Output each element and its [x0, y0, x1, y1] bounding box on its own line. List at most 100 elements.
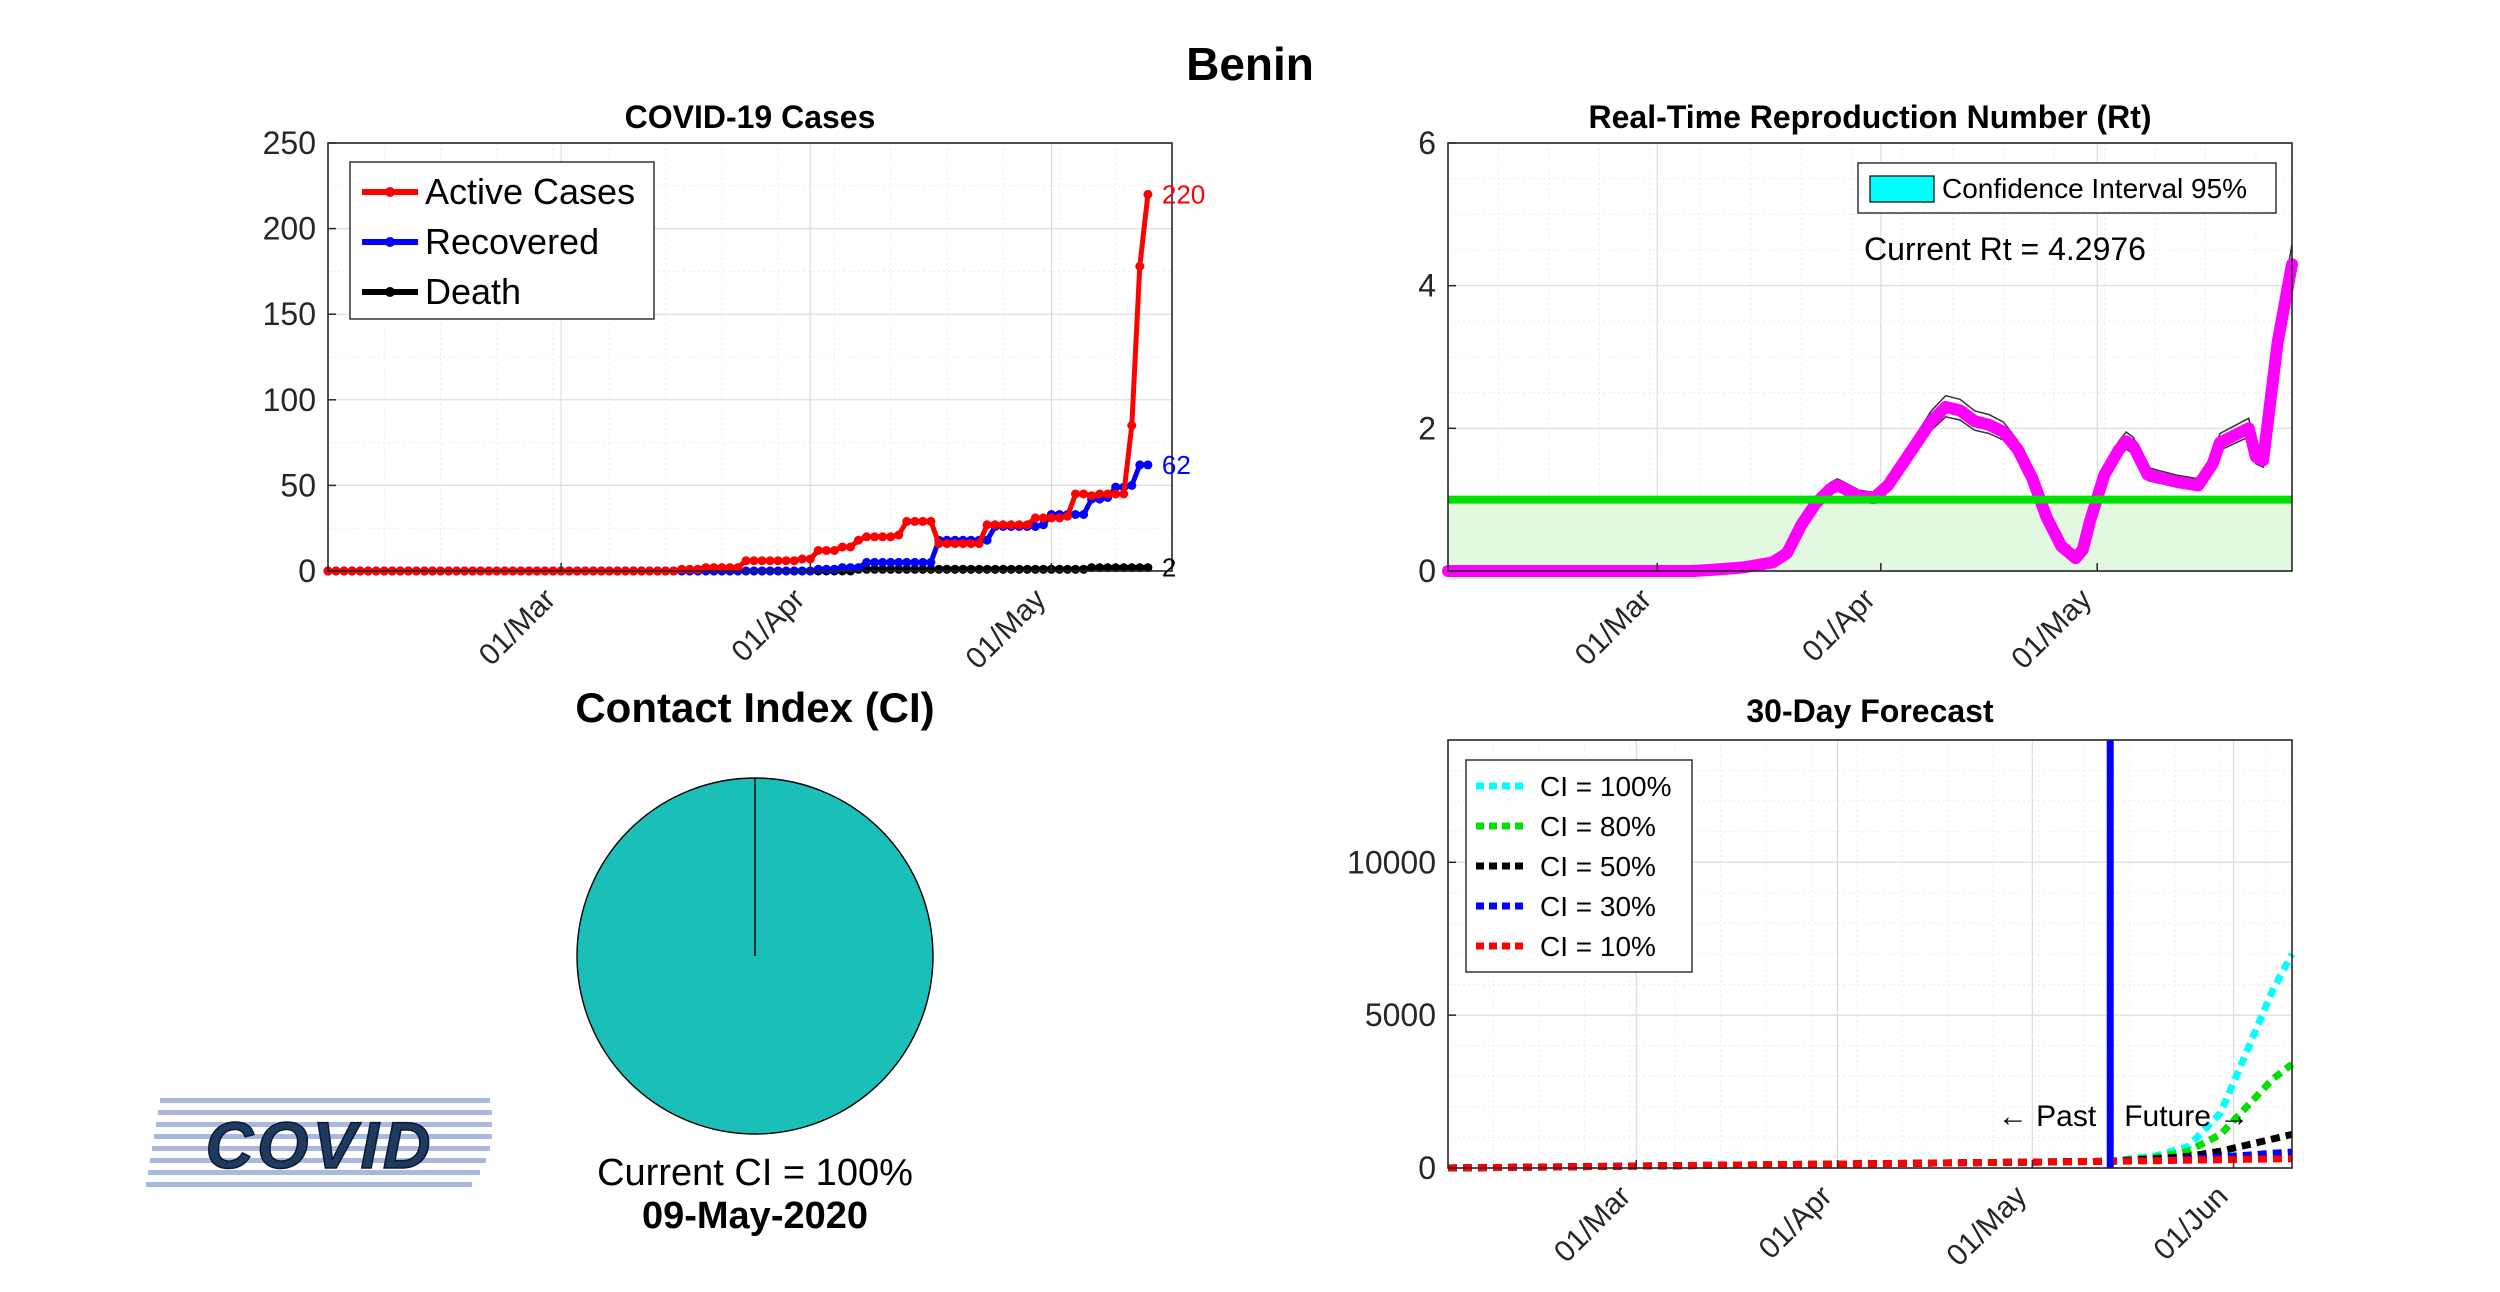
data-point-active: [813, 546, 823, 555]
data-point-active: [829, 546, 839, 555]
data-point-death: [942, 564, 952, 574]
forecast-tick-label-x: 01/Mar: [1548, 1180, 1637, 1269]
data-point-recovered: [862, 557, 872, 567]
data-point-active: [846, 542, 855, 552]
end-label-death: 2: [1162, 553, 1176, 583]
data-point-active: [1006, 520, 1016, 530]
data-point-recovered: [1127, 480, 1137, 490]
forecast-tick-label-y: 5000: [1365, 997, 1436, 1033]
data-point-active: [1063, 511, 1072, 521]
data-point-death: [950, 564, 960, 574]
data-point-death: [1014, 564, 1024, 574]
forecast-tick-label-y: 10000: [1347, 844, 1436, 880]
cases-tick-label-y: 100: [263, 382, 316, 418]
data-point-active: [797, 554, 807, 564]
legend-label-active: Active Cases: [425, 171, 635, 212]
data-point-active: [894, 530, 904, 540]
data-point-active: [990, 520, 1000, 530]
data-point-active: [982, 520, 992, 530]
forecast-plot-frame: [1447, 739, 2293, 1169]
data-point-recovered: [910, 557, 920, 567]
data-point-active: [789, 556, 799, 566]
logo-stripes: [146, 1098, 492, 1187]
data-point-active: [950, 539, 960, 549]
data-point-active: [741, 556, 751, 566]
data-point-active: [878, 532, 888, 542]
data-point-active: [1014, 520, 1024, 530]
rt-legend-label: Confidence Interval 95%: [1942, 173, 2247, 204]
forecast-line-red: [1447, 1155, 2293, 1172]
data-point-recovered: [821, 564, 831, 574]
data-point-death: [1103, 563, 1113, 573]
data-point-death: [1111, 563, 1121, 573]
data-point-recovered: [1038, 520, 1048, 530]
cases-chart-title: COVID-19 Cases: [625, 99, 876, 135]
cases-tick-label-x: 01/Apr: [725, 583, 811, 669]
data-point-active: [1055, 513, 1064, 523]
data-point-recovered: [982, 535, 992, 545]
forecast-tick-label-x: 01/Apr: [1753, 1180, 1839, 1266]
data-point-active: [765, 556, 775, 566]
data-point-active: [717, 563, 727, 573]
forecast-tick-label-x: 01/Jun: [2147, 1180, 2234, 1267]
forecast-line-green: [1447, 1061, 2295, 1172]
data-point-death: [1038, 564, 1048, 574]
data-point-active: [701, 563, 711, 573]
forecast-series: [1447, 952, 2296, 1172]
data-point-active: [1079, 489, 1089, 499]
data-point-active: [1030, 513, 1040, 523]
data-point-recovered: [926, 557, 936, 567]
data-point-active: [733, 563, 743, 573]
data-point-death: [998, 564, 1008, 574]
cases-tick-label-x: 01/Mar: [473, 583, 562, 672]
forecast-tick-label-x: 01/May: [1940, 1180, 2033, 1273]
data-point-death: [990, 564, 1000, 574]
data-point-active: [773, 556, 783, 566]
data-point-recovered: [854, 563, 863, 573]
data-point-recovered: [918, 557, 928, 567]
data-point-active: [1071, 489, 1080, 499]
data-point-active: [1103, 489, 1113, 499]
forecast-chart: 30-Day Forecast 0 5000 10000 01/Mar 01/Apr 01…: [1347, 693, 2296, 1273]
rt-legend-swatch: [1869, 175, 1935, 203]
ci-chart-title: Contact Index (CI): [575, 684, 934, 731]
cases-tick-label-y: 200: [263, 211, 316, 247]
data-point-active: [781, 556, 791, 566]
data-point-death: [1119, 563, 1129, 573]
rt-tick-label-y: 4: [1418, 268, 1436, 304]
data-point-death: [1087, 563, 1097, 573]
legend-label-recovered: Recovered: [425, 221, 599, 262]
ci-date-label: 09-May-2020: [642, 1195, 868, 1237]
cases-chart: COVID-19 Cases 0 50 100 150 200 250 01/Mar 01/A…: [263, 99, 1206, 676]
data-point-recovered: [829, 564, 839, 574]
data-point-recovered: [1111, 482, 1121, 492]
data-point-recovered: [870, 557, 880, 567]
data-point-death: [1055, 564, 1064, 574]
cases-plot-frame: [327, 142, 1173, 572]
data-point-death: [974, 564, 984, 574]
data-point-recovered: [894, 557, 904, 567]
data-point-recovered: [1030, 522, 1040, 531]
forecast-line-cyan: [1447, 952, 2296, 1172]
forecast-past-label: ← Past: [1998, 1100, 2097, 1133]
legend-label-death: Death: [425, 271, 521, 312]
data-point-active: [1038, 513, 1048, 523]
data-point-active: [1127, 421, 1137, 430]
rt-tick-label-y: 0: [1418, 553, 1436, 589]
data-point-active: [821, 546, 831, 555]
data-point-active: [1135, 261, 1145, 271]
cases-tick-label-y: 150: [263, 296, 316, 332]
ci-value-label: Current CI = 100%: [597, 1152, 913, 1194]
data-point-death: [1006, 564, 1016, 574]
legend-marker-recovered: [385, 237, 395, 247]
rt-below-threshold-band: [1448, 499, 2292, 571]
rt-tick-label-x: 01/Apr: [1796, 583, 1882, 669]
data-point-active: [1087, 491, 1097, 501]
end-label-recovered: 62: [1162, 450, 1191, 480]
data-point-recovered: [1071, 510, 1080, 519]
data-point-active: [709, 563, 719, 573]
legend-label-ci-50: CI = 50%: [1540, 851, 1656, 882]
data-point-active: [918, 516, 928, 526]
data-point-active: [837, 542, 847, 552]
